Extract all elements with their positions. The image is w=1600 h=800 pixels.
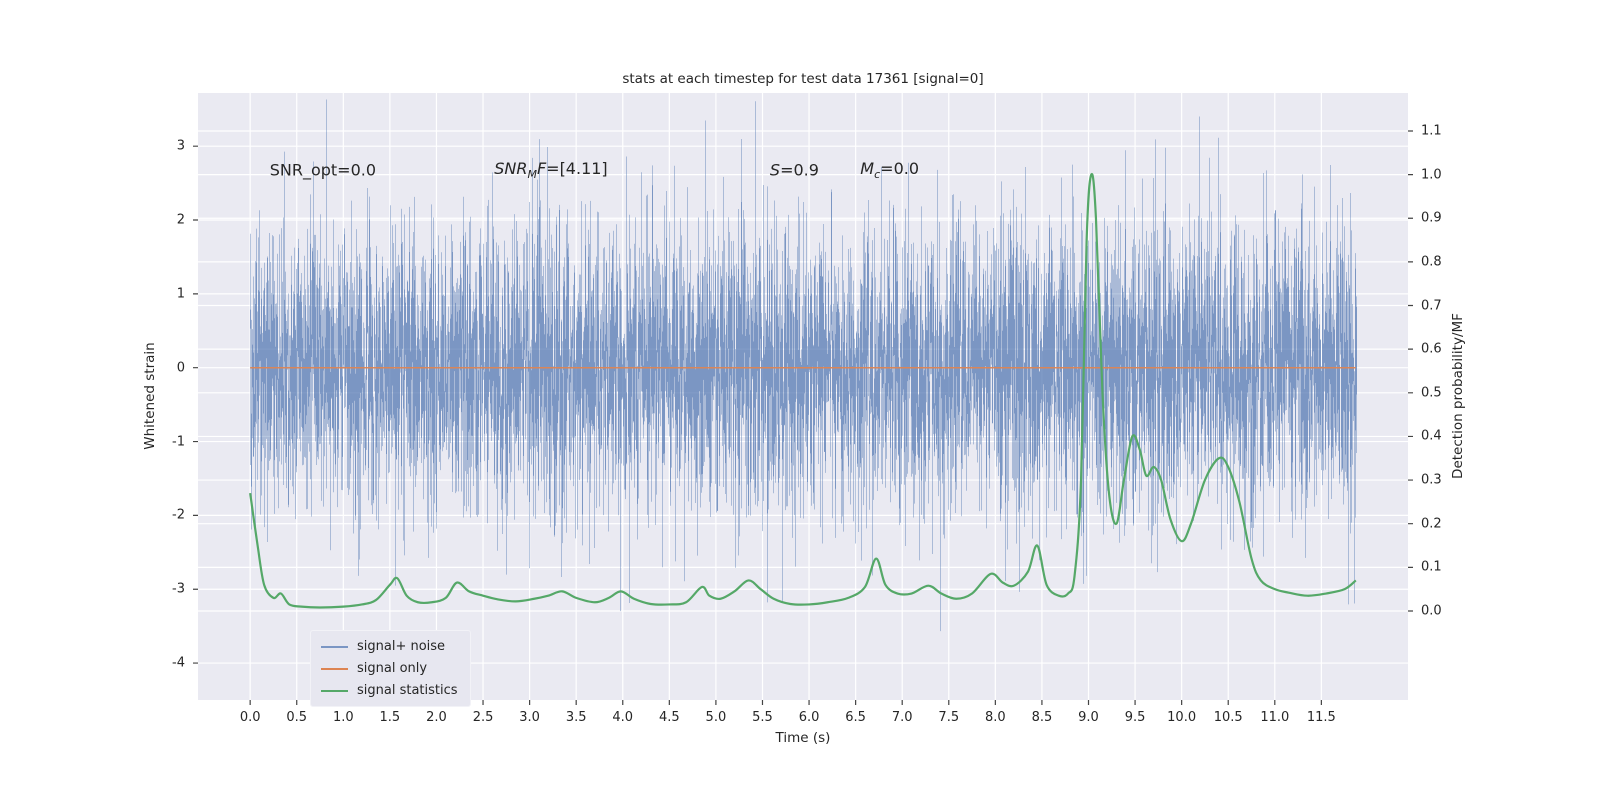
annotation-s: S=0.9 [769,160,819,180]
y-tick-label-right: 0.1 [1421,559,1442,575]
x-tick-label: 11.0 [1260,710,1290,725]
annotation-snr-opt: SNR_opt=0.0 [269,160,377,180]
y-tick-label-right: 1.1 [1421,123,1442,139]
y-tick-label-left: -4 [172,655,185,671]
x-tick-label: 8.0 [985,710,1006,725]
y-tick-label-left: -1 [172,434,185,450]
y-tick-label-right: 0.6 [1421,341,1442,357]
y-tick-label-right: 0.3 [1421,472,1442,488]
legend-label: signal statistics [357,683,458,698]
y-tick-label-left: -2 [172,507,185,523]
y-axis-label-right: Detection probability/MF [1450,313,1466,479]
y-tick-label-right: 0.4 [1421,428,1442,444]
y-tick-label-left: 0 [176,360,185,376]
annotation-mc: Mc=0.0 [860,158,920,181]
legend: signal+ noise signal only signal statist… [310,630,471,707]
x-tick-label: 11.5 [1306,710,1336,725]
x-tick-label: 3.5 [565,710,587,725]
y-tick-label-right: 0.7 [1421,298,1442,313]
x-tick-label: 3.0 [519,710,540,725]
legend-item: signal+ noise [321,639,458,654]
legend-label: signal+ noise [357,639,446,654]
y-tick-label-left: 2 [176,212,185,228]
y-tick-label-left: -3 [172,581,185,597]
x-tick-label: 5.5 [752,710,773,725]
chart-title: stats at each timestep for test data 173… [622,71,984,87]
x-tick-label: 8.5 [1031,710,1053,725]
x-tick-label: 9.0 [1078,710,1099,725]
y-tick-label-right: 0.9 [1421,210,1442,226]
x-tick-label: 1.5 [379,710,401,725]
x-tick-label: 0.0 [239,710,261,725]
y-tick-label-right: 0.5 [1421,385,1442,401]
x-tick-label: 2.5 [472,710,494,725]
x-tick-label: 9.5 [1124,710,1146,725]
y-tick-label-right: 0.2 [1421,516,1442,532]
legend-item: signal only [321,661,458,676]
y-tick-label-right: 0.0 [1421,603,1442,619]
legend-swatch [321,667,348,670]
legend-label: signal only [357,661,428,676]
legend-swatch [321,689,348,692]
annotation-snr-mf: SNRMF=[4.11] [494,158,608,181]
x-tick-label: 0.5 [286,710,308,725]
x-tick-label: 2.0 [426,710,447,725]
x-tick-label: 6.5 [845,710,866,725]
x-tick-label: 4.5 [658,710,680,725]
x-tick-label: 10.5 [1213,710,1243,725]
x-tick-label: 4.0 [612,710,634,725]
x-axis-label: Time (s) [775,730,831,746]
y-tick-label-left: 1 [176,286,185,302]
x-tick-label: 10.0 [1167,710,1197,725]
y-tick-label-right: 0.8 [1421,254,1442,270]
x-tick-label: 6.0 [798,710,820,725]
x-tick-label: 7.0 [891,710,913,725]
x-tick-label: 7.5 [938,710,960,725]
y-tick-label-left: 3 [176,138,185,154]
legend-swatch [321,645,348,648]
y-tick-label-right: 1.0 [1421,167,1442,183]
y-axis-label-left: Whitened strain [142,342,158,450]
x-tick-label: 1.0 [332,710,354,725]
x-tick-label: 5.0 [705,710,727,725]
legend-item: signal statistics [321,683,458,698]
